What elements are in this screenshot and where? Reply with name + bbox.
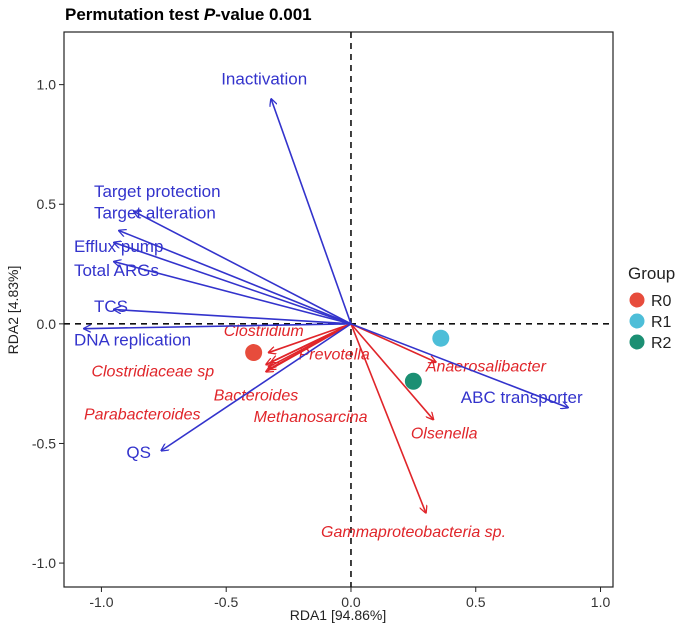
legend-title: Group — [628, 264, 675, 283]
sample-points — [245, 329, 450, 390]
taxa-vectors: Clostridium Clostridiaceae sp Prevotella Ba… — [84, 323, 547, 541]
env-label-tcs: TCS — [94, 297, 128, 316]
legend-key-r2 — [629, 334, 645, 350]
taxa-arrow-clostridium — [269, 323, 352, 353]
env-arrow-dna-replication — [84, 323, 351, 329]
sample-point-r2 — [404, 372, 422, 390]
legend-label-r1: R1 — [651, 314, 672, 331]
env-arrow-abc-transporter — [350, 323, 568, 408]
env-arrow-total-args — [114, 262, 352, 325]
y-tick-label: 1.0 — [37, 77, 57, 93]
env-arrow-target-protection — [134, 211, 352, 325]
chart-title: Permutation test P-value 0.001 — [65, 5, 312, 24]
taxa-arrow-olsenella — [350, 323, 433, 420]
reference-lines — [64, 32, 613, 587]
x-tick-label: 1.0 — [591, 594, 611, 610]
taxa-arrow-methanosarcina — [271, 323, 352, 362]
y-axis-label: RDA2 [4.83%] — [5, 266, 21, 355]
env-arrow-target-alteration — [119, 231, 352, 325]
taxa-label-parabacteroides: Parabacteroides — [84, 407, 201, 424]
env-arrow-inactivation — [271, 99, 352, 325]
env-vectors: Inactivation Target protection Target alte… — [74, 70, 583, 462]
y-tick-label: -0.5 — [32, 435, 56, 451]
legend: Group R0 R1 R2 — [628, 264, 675, 352]
taxa-label-bacteroides: Bacteroides — [214, 387, 299, 404]
env-label-efflux-pump: Efflux pump — [74, 237, 163, 256]
y-tick-label: 0.0 — [37, 316, 57, 332]
taxa-arrow-gammaproteobacteria-sp — [350, 323, 426, 513]
plot-frame — [63, 31, 614, 588]
env-label-inactivation: Inactivation — [221, 70, 307, 89]
taxa-label-methanosarcina: Methanosarcina — [254, 409, 368, 426]
x-axis-label: RDA1 [94.86%] — [290, 607, 387, 623]
taxa-label-olsenella: Olsenella — [411, 426, 478, 443]
legend-label-r0: R0 — [651, 293, 672, 310]
env-label-qs: QS — [126, 443, 151, 462]
taxa-label-anaerosalibacter: Anaerosalibacter — [425, 359, 547, 376]
env-label-target-alteration: Target alteration — [94, 204, 216, 223]
y-tick-label: -1.0 — [32, 555, 56, 571]
x-tick-label: 0.0 — [341, 594, 361, 610]
legend-key-r0 — [629, 292, 645, 308]
x-tick-label: 0.5 — [466, 594, 486, 610]
env-arrow-efflux-pump — [114, 243, 352, 325]
sample-point-r0 — [245, 344, 263, 362]
env-arrow-tcs — [114, 310, 352, 325]
taxa-label-clostridiaceae-sp: Clostridiaceae sp — [91, 363, 214, 380]
taxa-label-gammaproteobacteria-sp: Gammaproteobacteria sp. — [321, 524, 506, 541]
env-label-target-protection: Target protection — [94, 182, 221, 201]
axis-ticks: -1.0 -0.5 0.0 0.5 1.0 -1.0 -0.5 0.0 0.5 1.0 — [32, 77, 611, 610]
x-tick-label: -0.5 — [214, 594, 238, 610]
env-label-dna-replication: DNA replication — [74, 330, 191, 349]
taxa-label-clostridium: Clostridium — [224, 323, 304, 340]
env-arrow-qs — [161, 323, 352, 451]
sample-point-r1 — [432, 329, 450, 347]
env-label-abc-transporter: ABC transporter — [461, 388, 583, 407]
legend-key-r1 — [629, 313, 645, 329]
taxa-label-prevotella: Prevotella — [299, 347, 370, 364]
legend-label-r2: R2 — [651, 335, 672, 352]
taxa-arrow-anaerosalibacter — [350, 323, 436, 362]
y-tick-label: 0.5 — [37, 196, 57, 212]
x-tick-label: -1.0 — [89, 594, 113, 610]
env-label-total-args: Total ARGs — [74, 261, 159, 280]
